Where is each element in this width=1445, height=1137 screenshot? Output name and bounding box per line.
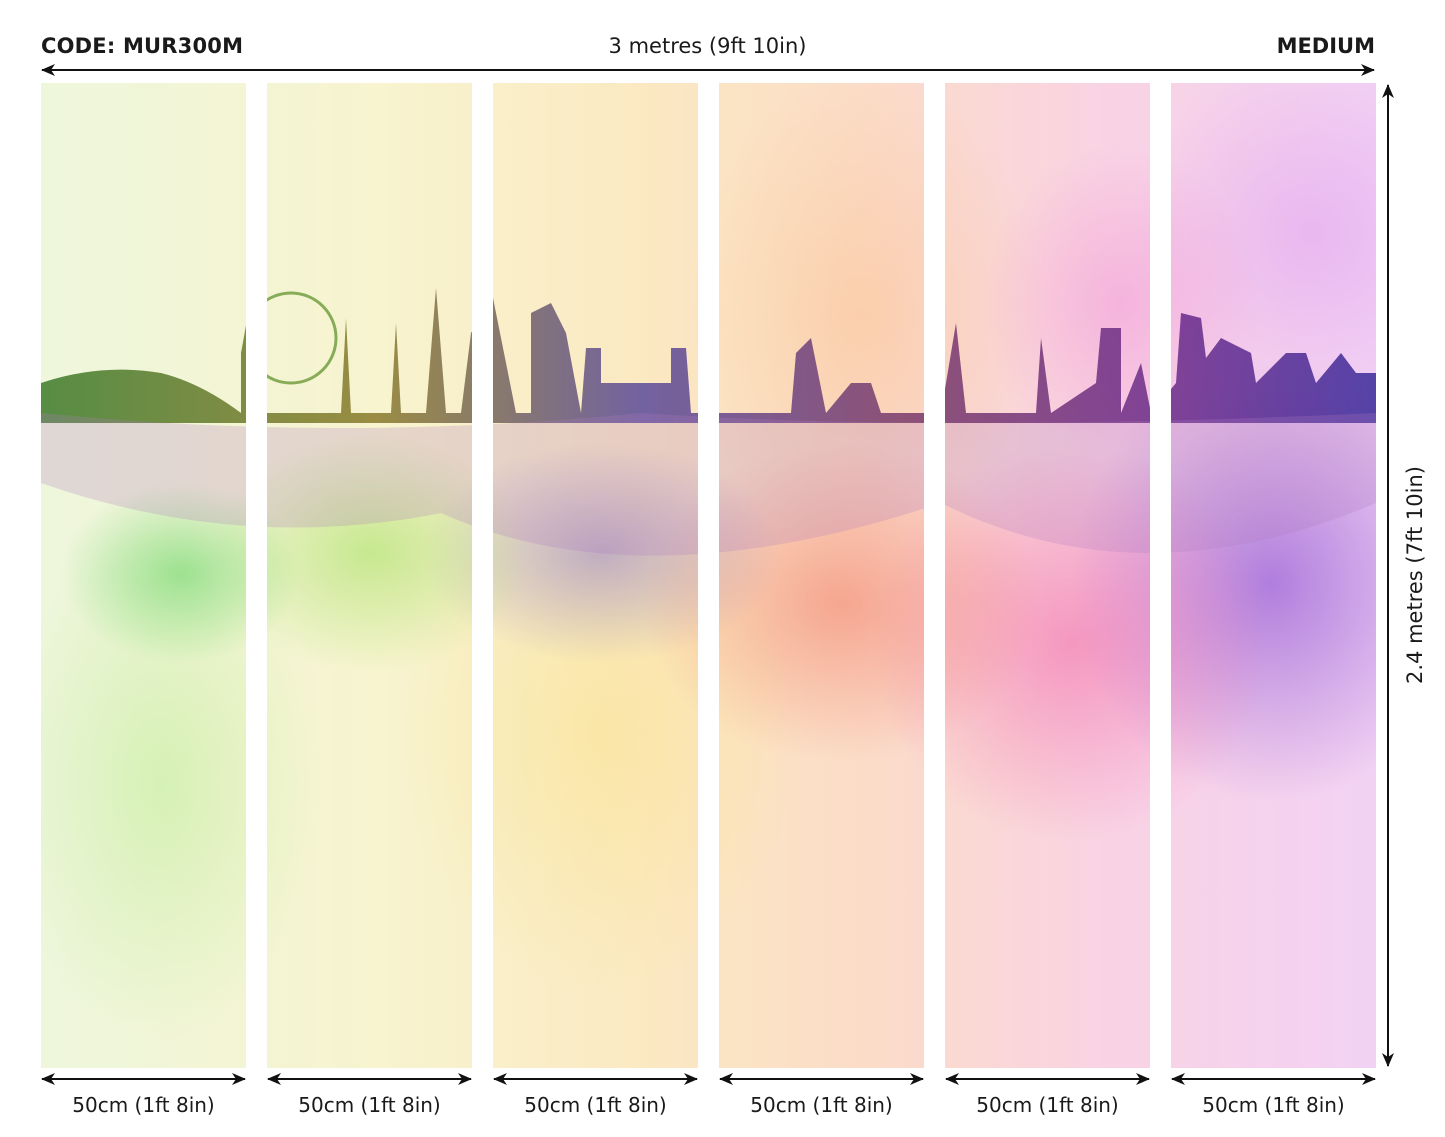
total-width-label: 3 metres (9ft 10in)	[608, 34, 807, 58]
total-height-label: 2.4 metres (7ft 10in)	[1403, 466, 1427, 684]
panel-gap	[924, 83, 945, 1068]
panel-gap	[472, 83, 493, 1068]
panel-width-label: 50cm (1ft 8in)	[750, 1093, 893, 1117]
panel-gap	[698, 83, 719, 1068]
size-label: MEDIUM	[1276, 34, 1375, 58]
product-code: CODE: MUR300M	[41, 34, 244, 58]
mural-artwork	[41, 83, 1376, 1068]
panel-width-label: 50cm (1ft 8in)	[298, 1093, 441, 1117]
panel-width-label: 50cm (1ft 8in)	[72, 1093, 215, 1117]
panel-gap	[1150, 83, 1171, 1068]
panel-width-label: 50cm (1ft 8in)	[1202, 1093, 1345, 1117]
panel-gap	[246, 83, 267, 1068]
panel-width-label: 50cm (1ft 8in)	[976, 1093, 1119, 1117]
panel-width-label: 50cm (1ft 8in)	[524, 1093, 667, 1117]
